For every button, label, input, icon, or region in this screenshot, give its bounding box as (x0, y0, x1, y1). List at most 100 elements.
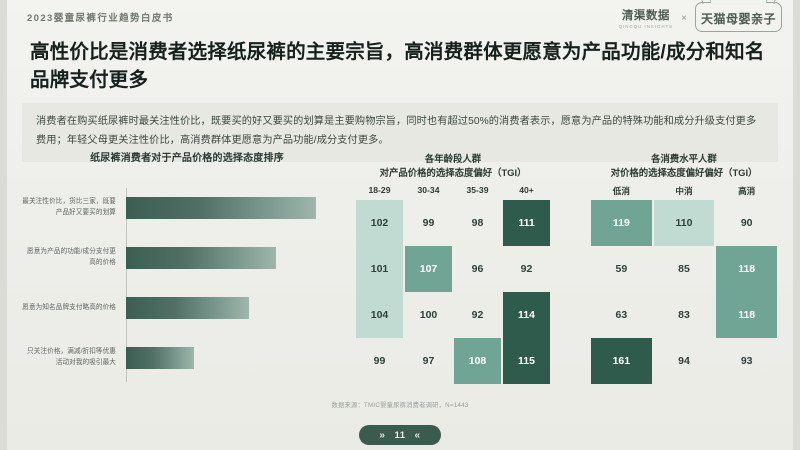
heatmap-cell: 111 (502, 200, 551, 246)
heatmap-cell: 115 (502, 337, 551, 384)
brand-separator-icon: × (681, 12, 687, 24)
heatmap-cell: 63 (590, 292, 653, 338)
age-heatmap-title: 各年龄段人群 对产品价格的选择态度偏好（TGI） (355, 152, 551, 179)
age-heatmap-grid: 102 99 98 111 101 107 96 92 104 100 92 1… (355, 200, 551, 384)
page-prev-arrow-icon[interactable]: » (379, 429, 386, 441)
cell-value: 100 (419, 309, 438, 321)
slide-header: 2023婴童尿裤行业趋势白皮书 清渠数据 QINGQU INSIGHTS × 天… (0, 0, 800, 34)
consumption-column-header: 高消 (738, 186, 756, 197)
consumption-heatmap-panel: 各消费水平人群 对价格的选择态度偏好偏好（TGI） 低消 中消 高消 119 1… (590, 152, 778, 384)
cell-value: 115 (518, 355, 535, 367)
cell-chip (716, 291, 777, 338)
cell-chip (356, 200, 403, 247)
cell-chip (405, 246, 452, 292)
bar-row: 愿意为产品的功能/成分支付更高的价格 (22, 244, 346, 272)
cell-value: 83 (678, 309, 690, 321)
heatmap-cell: 59 (590, 246, 653, 292)
bar-fill (126, 297, 249, 319)
brand-tmall-mother-baby: 天猫母婴亲子 (694, 0, 782, 32)
cell-value: 90 (740, 217, 753, 229)
bar-label: 最关注性价比，货比三家，既要产品好又要买的划算 (22, 198, 116, 216)
bar-label: 愿意为产品的功能/成分支付更高的价格 (27, 248, 116, 266)
cell-chip (591, 338, 652, 384)
page-number-badge[interactable]: » 11 « (359, 425, 441, 445)
heatmap-cell: 99 (355, 338, 404, 384)
bar-chart-title: 纸尿裤消费者对于产品价格的选择态度排序 (90, 153, 284, 164)
heatmap-cell: 118 (715, 246, 778, 293)
cell-value: 107 (419, 263, 438, 275)
cell-chip (356, 245, 403, 292)
consumption-heatmap-column-headers: 低消 中消 高消 (590, 185, 778, 197)
heatmap-cell: 98 (453, 200, 502, 246)
cell-value: 92 (471, 309, 484, 321)
cell-value: 99 (373, 355, 386, 367)
cell-chip (653, 200, 715, 246)
cell-chip (503, 200, 550, 246)
age-column-header: 18-29 (368, 185, 391, 196)
heatmap-cell: 100 (404, 292, 453, 338)
cell-value: 94 (678, 355, 690, 367)
cell-value: 161 (612, 355, 631, 367)
heatmap-cell: 97 (404, 338, 453, 384)
cat-ear-right-icon (765, 0, 778, 5)
cell-chip (356, 292, 403, 338)
consumption-column-header: 中消 (675, 186, 693, 197)
brand-qingqu-cn: 清渠数据 (621, 10, 670, 22)
age-heatmap-panel: 各年龄段人群 对产品价格的选择态度偏好（TGI） 18-29 30-34 35-… (355, 152, 551, 384)
bar-fill (126, 347, 194, 369)
bar-fill (126, 247, 276, 269)
left-page-edge (0, 0, 7, 450)
consumption-column-header: 低消 (612, 186, 630, 197)
cell-value: 104 (370, 309, 389, 321)
heatmap-cell: 104 (355, 292, 404, 338)
consumption-heatmap-grid: 119 110 90 59 85 118 63 83 118 161 94 93 (590, 200, 778, 384)
cell-value: 101 (370, 263, 389, 275)
brand-lockup: 清渠数据 QINGQU INSIGHTS × 天猫母婴亲子 (619, 0, 782, 32)
heatmap-cell: 92 (453, 292, 502, 338)
heatmap-cell: 119 (590, 200, 653, 246)
data-source-note: 数据来源：TMIC婴童尿裤消费者调研，N=1443 (331, 402, 469, 409)
bar-label: 愿意为知名品牌支付略高的价格 (22, 303, 116, 311)
summary-paragraph: 消费者在购买纸尿裤时最关注性价比，既要买的好又要买的划算是主要购物宗旨，同时也有… (22, 103, 778, 162)
bar-label: 只关注价格，满减/折扣等优惠活动对我的吸引最大 (27, 348, 116, 366)
cell-value: 96 (471, 263, 484, 275)
age-heatmap-title-line1: 各年龄段人群 (424, 153, 482, 164)
page-next-arrow-icon[interactable]: « (414, 429, 421, 441)
heatmap-cell: 102 (355, 200, 404, 247)
bar-chart-panel: 纸尿裤消费者对于产品价格的选择态度排序 最关注性价比，货比三家，既要产品好又要买… (22, 152, 352, 384)
brand-tmall-cn: 天猫母婴亲子 (700, 12, 776, 26)
consumption-heatmap-title-line2: 对价格的选择态度偏好偏好（TGI） (610, 166, 758, 178)
right-page-edge (793, 0, 800, 450)
cell-value: 119 (612, 217, 630, 229)
heatmap-cell: 99 (404, 200, 453, 246)
age-column-header: 30-34 (417, 185, 440, 196)
cat-ear-left-icon (699, 0, 712, 5)
cell-value: 93 (740, 355, 753, 367)
cell-value: 110 (675, 217, 693, 229)
heatmap-cell: 107 (404, 246, 453, 292)
age-column-header: 40+ (519, 185, 534, 196)
cell-value: 98 (471, 217, 484, 229)
bar-chart-plot: 最关注性价比，货比三家，既要产品好又要买的划算 愿意为产品的功能/成分支付更高的… (22, 188, 346, 382)
cell-value: 118 (738, 309, 756, 321)
cell-value: 99 (422, 217, 435, 229)
report-kicker: 2023婴童尿裤行业趋势白皮书 (27, 13, 174, 24)
cell-value: 97 (422, 355, 435, 367)
heatmap-cell: 94 (653, 338, 716, 384)
age-heatmap-title-line2: 对产品价格的选择态度偏好（TGI） (379, 166, 527, 178)
bar-fill (126, 197, 316, 219)
cell-value: 114 (518, 309, 535, 321)
cell-value: 59 (615, 263, 628, 275)
cell-chip (454, 338, 501, 384)
charts-area: 纸尿裤消费者对于产品价格的选择态度排序 最关注性价比，货比三家，既要产品好又要买… (22, 152, 778, 384)
cell-value: 92 (520, 263, 533, 275)
cell-chip (503, 337, 550, 384)
heatmap-cell: 161 (590, 338, 653, 384)
cell-value: 108 (468, 355, 487, 367)
heatmap-cell: 93 (715, 338, 778, 384)
consumption-heatmap-title: 各消费水平人群 对价格的选择态度偏好偏好（TGI） (590, 152, 778, 179)
heatmap-cell: 83 (653, 292, 716, 338)
heatmap-cell: 90 (715, 200, 778, 246)
age-column-header: 35-39 (466, 185, 489, 196)
